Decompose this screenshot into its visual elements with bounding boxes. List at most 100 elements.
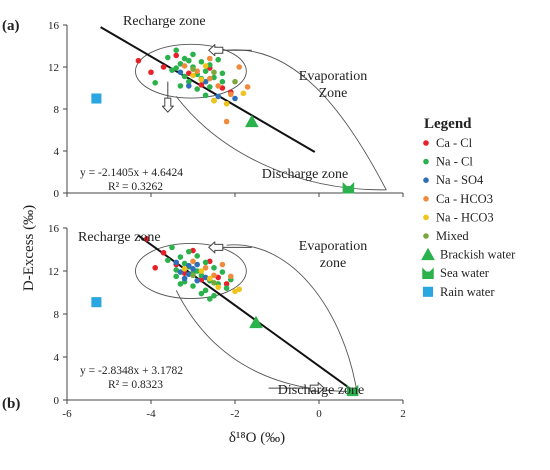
panel-b: (b) 0 4 8 12 16 -6 -4 -2 0 2 Recharge zone Evaporati…	[2, 223, 406, 420]
data-point	[190, 266, 196, 272]
series-ca-hco3	[190, 258, 234, 280]
series-na-hco3	[190, 63, 247, 107]
series-mixed	[190, 272, 217, 286]
data-point	[346, 384, 359, 397]
series-ca-hco3	[181, 55, 251, 125]
data-point	[173, 65, 179, 71]
annotation-line: zone	[320, 256, 346, 271]
data-point	[194, 261, 200, 268]
data-point	[190, 258, 196, 265]
legend-marker	[423, 233, 429, 239]
data-point	[232, 95, 238, 102]
data-point	[202, 63, 209, 69]
data-point	[198, 276, 205, 283]
data-point	[207, 258, 213, 265]
series-na-so4	[177, 69, 238, 102]
data-point	[202, 92, 209, 99]
data-point	[177, 69, 184, 76]
data-point	[186, 248, 192, 255]
data-point	[152, 264, 158, 271]
data-point	[211, 272, 217, 279]
data-point	[194, 268, 200, 274]
data-point	[181, 266, 188, 272]
data-point	[91, 297, 102, 308]
data-point	[173, 52, 179, 59]
y-tick-label: 4	[54, 352, 60, 364]
data-point	[215, 93, 221, 100]
data-point	[181, 63, 188, 69]
series-mixed	[190, 66, 238, 85]
data-point	[190, 272, 196, 279]
data-point	[232, 78, 238, 85]
data-point	[181, 73, 188, 80]
annotation-label: Discharge zone	[262, 167, 348, 182]
data-point	[236, 286, 242, 293]
series-sea-water	[346, 384, 359, 397]
data-point	[202, 78, 209, 85]
y-tick-label: 0	[54, 395, 60, 407]
y-tick-label: 16	[48, 223, 60, 235]
data-point	[198, 290, 205, 297]
panel-a: (a) 0 4 8 12 16 Recharge zone Evaporation Zone Di…	[2, 14, 404, 200]
data-point	[244, 84, 251, 90]
data-point	[160, 249, 167, 256]
legend-marker	[423, 158, 429, 165]
legend-entry-label: Na - HCO3	[436, 210, 494, 224]
data-point	[207, 55, 213, 62]
series-brackish-water	[249, 315, 263, 329]
data-point	[198, 82, 205, 88]
data-point	[202, 264, 209, 271]
annotation-line: Evaporation	[299, 239, 367, 254]
series-ca-cl	[135, 52, 234, 95]
y-tick-label: 8	[54, 104, 60, 116]
annotation-label: Evaporation zone	[299, 239, 367, 271]
y-tick-label: 16	[48, 20, 60, 32]
x-tick-label: -6	[62, 408, 72, 420]
data-point	[190, 51, 196, 58]
data-point	[186, 262, 192, 269]
data-point	[177, 254, 184, 260]
data-point	[198, 58, 205, 65]
series-na-so4	[173, 259, 209, 284]
x-tick-label: 0	[316, 408, 322, 420]
data-point	[198, 76, 205, 83]
data-point	[211, 74, 217, 81]
data-point	[152, 79, 158, 86]
data-point	[198, 272, 205, 279]
data-point	[190, 72, 196, 79]
data-point	[223, 100, 230, 107]
y-tick-label: 12	[48, 266, 59, 278]
data-point	[228, 273, 234, 280]
legend: Legend Ca - Cl Na - Cl Na - SO4 Ca - HCO3 Na …	[421, 116, 516, 299]
legend-marker	[423, 196, 429, 202]
annotation-label: Evaporation Zone	[299, 69, 367, 101]
data-point	[211, 264, 217, 271]
cluster-ellipse	[135, 43, 247, 99]
data-point	[194, 68, 200, 74]
legend-entry-label: Sea water	[440, 266, 490, 280]
legend-marker	[423, 140, 429, 146]
data-point	[215, 284, 221, 290]
data-point	[169, 67, 175, 73]
annotation-line: Evaporation	[299, 69, 367, 84]
panel-label: (b)	[2, 396, 20, 412]
evaporation-loop	[175, 49, 387, 191]
data-point	[148, 69, 154, 76]
data-point	[173, 267, 179, 273]
series-sea-water	[342, 181, 355, 194]
legend-marker	[421, 247, 435, 261]
series-brackish-water	[244, 114, 259, 128]
data-point	[207, 75, 213, 82]
data-point	[219, 78, 226, 85]
data-point	[144, 235, 150, 242]
data-point	[244, 114, 259, 128]
r-squared-label: R² = 0.3262	[108, 181, 163, 193]
x-axis-label: δ¹⁸O (‰)	[229, 430, 285, 446]
data-point	[211, 69, 217, 76]
data-point	[135, 57, 142, 64]
data-point	[202, 259, 209, 266]
data-point	[207, 296, 213, 302]
annotation-line: Zone	[319, 86, 348, 101]
data-point	[173, 47, 179, 53]
data-point	[207, 275, 213, 282]
